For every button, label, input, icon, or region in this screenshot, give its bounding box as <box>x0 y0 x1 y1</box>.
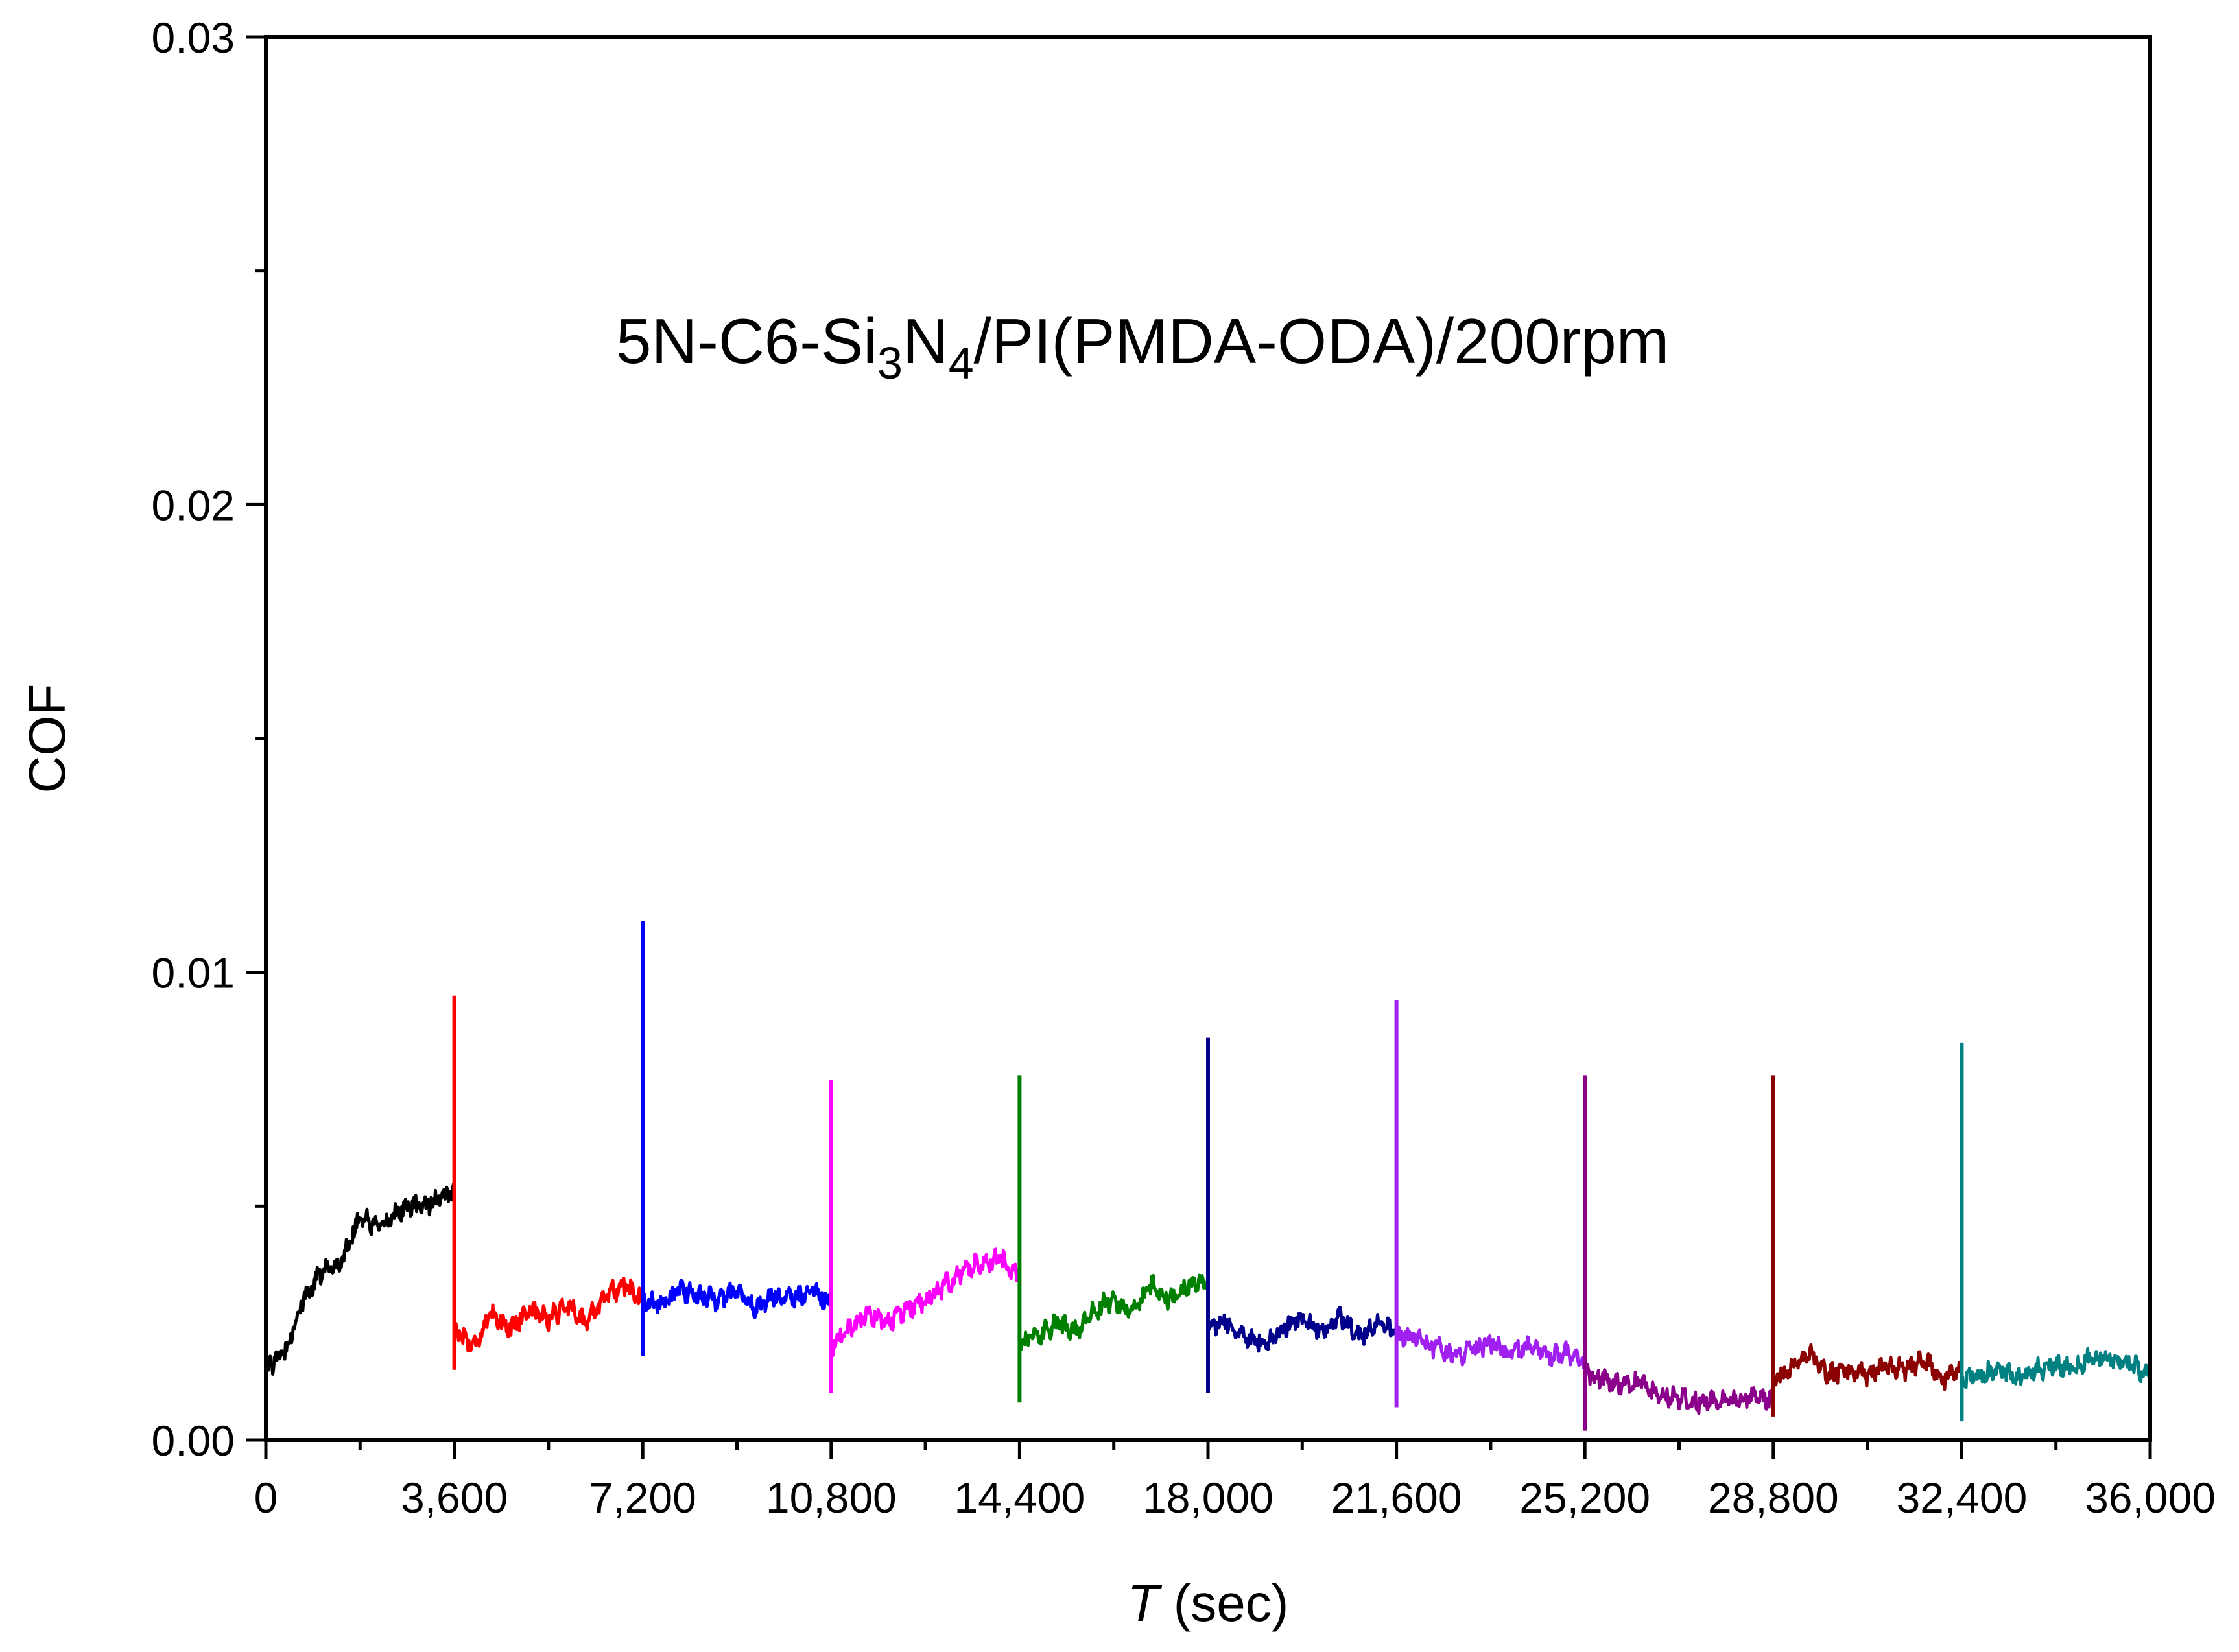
x-tick-label: 0 <box>254 1474 278 1522</box>
chart-annotation: 5N-C6-Si3N4/PI(PMDA-ODA)/200rpm <box>616 305 1669 388</box>
segment-9 <box>1771 1075 1963 1417</box>
segment-3 <box>641 921 833 1356</box>
segment-6-line <box>1206 1305 1399 1353</box>
segment-3-line <box>642 1279 833 1319</box>
annotation-sub-3: 3 <box>877 338 903 388</box>
x-axis-title-unit: (sec) <box>1159 1574 1288 1632</box>
x-tick-label: 21,600 <box>1331 1474 1462 1522</box>
y-axis-title: COF <box>18 684 76 794</box>
series-layer <box>264 921 2152 1435</box>
annotation-sub-4: 4 <box>949 338 974 388</box>
segment-7 <box>1394 1000 1587 1408</box>
segment-2 <box>452 995 645 1370</box>
x-tick-label: 7,200 <box>589 1474 696 1522</box>
segment-6 <box>1206 1037 1399 1393</box>
x-tick-label: 36,000 <box>2085 1474 2216 1522</box>
x-tick-label: 25,200 <box>1519 1474 1650 1522</box>
segment-1 <box>264 1182 456 1435</box>
segment-1-line <box>264 1182 456 1376</box>
segment-10 <box>1960 1042 2152 1422</box>
segment-5-line <box>1017 1273 1210 1351</box>
x-tick-label: 18,000 <box>1143 1474 1274 1522</box>
annotation-suffix: /PI(PMDA-ODA)/200rpm <box>974 305 1670 377</box>
segment-2-line <box>453 1277 645 1352</box>
segment-5 <box>1017 1075 1210 1403</box>
x-axis-title-symbol: T <box>1128 1574 1163 1632</box>
segment-8 <box>1583 1075 1775 1431</box>
segment-4 <box>829 1080 1021 1393</box>
x-tick-label: 28,800 <box>1708 1474 1839 1522</box>
x-tick-label: 14,400 <box>954 1474 1085 1522</box>
x-tick-label: 3,600 <box>401 1474 508 1522</box>
annotation-mid: N <box>903 305 949 377</box>
x-tick-label: 32,400 <box>1896 1474 2027 1522</box>
annotation-prefix: 5N-C6-Si <box>616 305 877 377</box>
y-tick-label: 0.01 <box>152 949 235 997</box>
y-tick-label: 0.00 <box>152 1417 235 1465</box>
x-axis-ticks: 0 3,600 7,200 10,800 14,400 18,000 21,600 25,20… <box>254 1440 2216 1522</box>
segment-4-line <box>829 1247 1021 1357</box>
x-tick-label: 10,800 <box>766 1474 897 1522</box>
y-tick-label: 0.03 <box>152 14 235 62</box>
segment-10-line <box>1960 1347 2152 1389</box>
x-axis-title: T (sec) <box>1128 1574 1289 1632</box>
segment-9-line <box>1771 1343 1963 1391</box>
segment-7-line <box>1395 1325 1587 1369</box>
y-tick-label: 0.02 <box>152 481 235 529</box>
segment-8-line <box>1583 1362 1775 1415</box>
y-axis-ticks: 0.00 0.01 0.02 0.03 <box>152 14 266 1465</box>
